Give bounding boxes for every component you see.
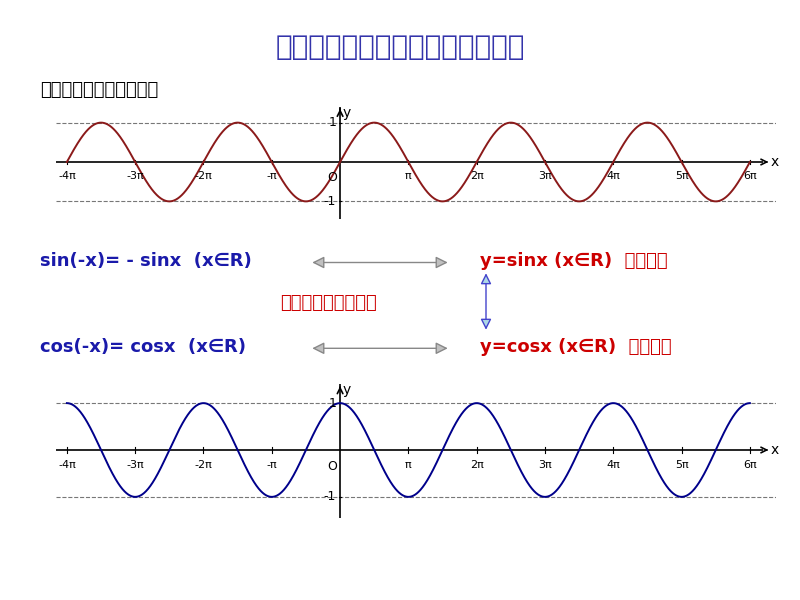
Text: -π: -π xyxy=(266,170,277,181)
Text: 5π: 5π xyxy=(674,170,689,181)
Text: 6π: 6π xyxy=(743,170,757,181)
Text: x: x xyxy=(770,155,779,169)
Text: y=sinx (x∈R)  是奇函数: y=sinx (x∈R) 是奇函数 xyxy=(480,252,668,270)
Text: 正弦、余弦函数的奇偶性、单调性: 正弦、余弦函数的奇偶性、单调性 xyxy=(275,33,525,61)
Text: -2π: -2π xyxy=(194,170,212,181)
Text: π: π xyxy=(405,170,412,181)
Text: 2π: 2π xyxy=(470,170,483,181)
Text: y: y xyxy=(342,106,351,120)
Text: -2π: -2π xyxy=(194,460,212,470)
FancyArrowPatch shape xyxy=(314,257,446,268)
Text: sin(-x)= - sinx  (x∈R): sin(-x)= - sinx (x∈R) xyxy=(40,252,252,270)
Text: π: π xyxy=(405,460,412,470)
Text: O: O xyxy=(327,170,337,184)
Text: -π: -π xyxy=(266,460,277,470)
Text: 4π: 4π xyxy=(606,170,620,181)
Text: 2π: 2π xyxy=(470,460,483,470)
Text: 3π: 3π xyxy=(538,170,552,181)
Text: x: x xyxy=(770,443,779,457)
Text: 3π: 3π xyxy=(538,460,552,470)
Text: 5π: 5π xyxy=(674,460,689,470)
Text: 正弦、余弦函数的奇偶性: 正弦、余弦函数的奇偶性 xyxy=(40,81,158,99)
Text: -4π: -4π xyxy=(58,460,76,470)
Text: -1: -1 xyxy=(324,490,336,503)
Text: 1: 1 xyxy=(328,116,336,129)
Text: 定义域关于原点对称: 定义域关于原点对称 xyxy=(280,294,377,312)
Text: -3π: -3π xyxy=(126,170,144,181)
FancyArrowPatch shape xyxy=(314,343,446,353)
Text: y: y xyxy=(342,383,351,397)
FancyArrowPatch shape xyxy=(482,275,490,328)
Text: 1: 1 xyxy=(328,397,336,410)
Text: -1: -1 xyxy=(324,195,336,208)
Text: cos(-x)= cosx  (x∈R): cos(-x)= cosx (x∈R) xyxy=(40,338,246,356)
Text: y=cosx (x∈R)  是偶函数: y=cosx (x∈R) 是偶函数 xyxy=(480,338,672,356)
Text: 4π: 4π xyxy=(606,460,620,470)
Text: -3π: -3π xyxy=(126,460,144,470)
Text: O: O xyxy=(327,460,337,473)
Text: -4π: -4π xyxy=(58,170,76,181)
Text: 6π: 6π xyxy=(743,460,757,470)
